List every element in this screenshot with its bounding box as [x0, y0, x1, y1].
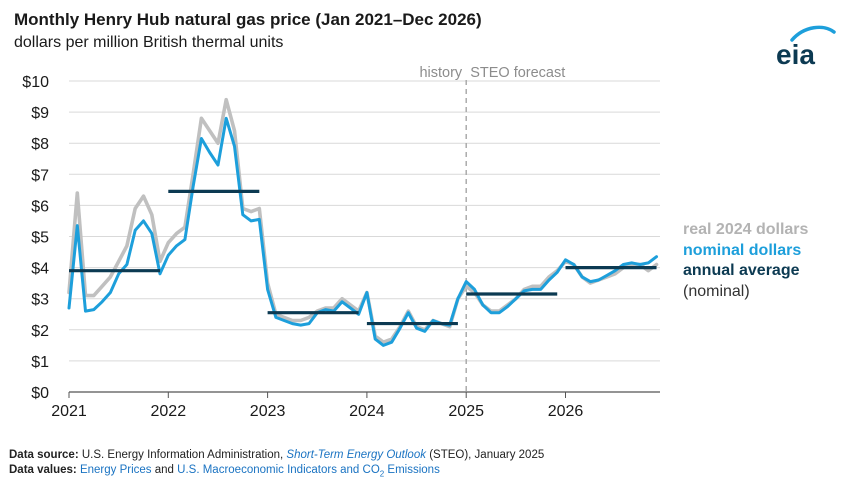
- annual-average-bars: [69, 189, 657, 326]
- chart-subtitle: dollars per million British thermal unit…: [14, 34, 284, 51]
- y-tick-label: $3: [31, 292, 49, 309]
- co2-subscript: 2: [379, 469, 385, 479]
- data-source-note: Data source: U.S. Energy Information Adm…: [9, 449, 544, 461]
- chart-title: Monthly Henry Hub natural gas price (Jan…: [14, 10, 482, 29]
- legend-annual-average: annual average: [683, 262, 800, 279]
- y-tick-label: $4: [31, 261, 49, 278]
- x-tick-label: 2022: [151, 403, 187, 420]
- y-tick-label: $2: [31, 323, 49, 340]
- y-tick-label: $9: [31, 105, 49, 122]
- x-axis-tick-labels: 2021 2022 2023 2024 2025 2026: [51, 392, 583, 420]
- y-tick-label: $1: [31, 354, 49, 371]
- x-tick-label: 2025: [448, 403, 484, 420]
- steo-link[interactable]: Short-Term Energy Outlook: [286, 449, 426, 461]
- x-tick-label: 2024: [349, 403, 385, 420]
- y-tick-label: $5: [31, 230, 49, 247]
- eia-logo-icon: eia: [776, 25, 836, 70]
- legend-annual-average-note: (nominal): [683, 282, 750, 300]
- y-tick-label: $10: [22, 74, 49, 91]
- steo-forecast-label: STEO forecast: [470, 65, 565, 81]
- nominal-dollars-line: [67, 116, 658, 347]
- macro-indicators-link-text: U.S. Macroeconomic Indicators and CO: [177, 464, 380, 476]
- macro-indicators-link[interactable]: U.S. Macroeconomic Indicators and CO2 Em…: [177, 464, 440, 479]
- data-values-and: and: [154, 464, 174, 476]
- y-tick-label: $6: [31, 198, 49, 215]
- legend-real-2024-dollars: real 2024 dollars: [683, 221, 809, 238]
- x-tick-label: 2021: [51, 403, 87, 420]
- y-tick-label: $7: [31, 167, 49, 184]
- energy-prices-link[interactable]: Energy Prices: [79, 464, 152, 476]
- data-values-note: Data values: Energy Prices and U.S. Macr…: [9, 464, 440, 478]
- y-axis-tick-labels: $0 $1 $2 $3 $4 $5 $6 $7 $8 $9 $10: [22, 74, 49, 402]
- grid-lines: [69, 80, 660, 393]
- data-source-text-end: (STEO), January 2025: [429, 449, 545, 461]
- price-chart: $0 $1 $2 $3 $4 $5 $6 $7 $8 $9 $10 2021 2022 2023 2024…: [22, 65, 660, 420]
- data-source-text: U.S. Energy Information Administration,: [81, 449, 284, 461]
- y-tick-label: $0: [31, 385, 49, 402]
- y-tick-label: $8: [31, 136, 49, 153]
- x-tick-label: 2026: [548, 403, 584, 420]
- series-lines: [67, 97, 659, 347]
- legend: real 2024 dollars nominal dollars annual…: [683, 220, 808, 302]
- eia-logo-text: eia: [776, 39, 815, 70]
- history-label: history: [419, 65, 462, 81]
- legend-nominal-dollars: nominal dollars: [683, 241, 802, 259]
- data-values-label: Data values:: [9, 464, 77, 476]
- forecast-divider: history STEO forecast: [419, 65, 565, 392]
- x-tick-label: 2023: [250, 403, 286, 420]
- macro-indicators-link-end: Emissions: [387, 464, 440, 476]
- data-source-label: Data source:: [9, 449, 79, 461]
